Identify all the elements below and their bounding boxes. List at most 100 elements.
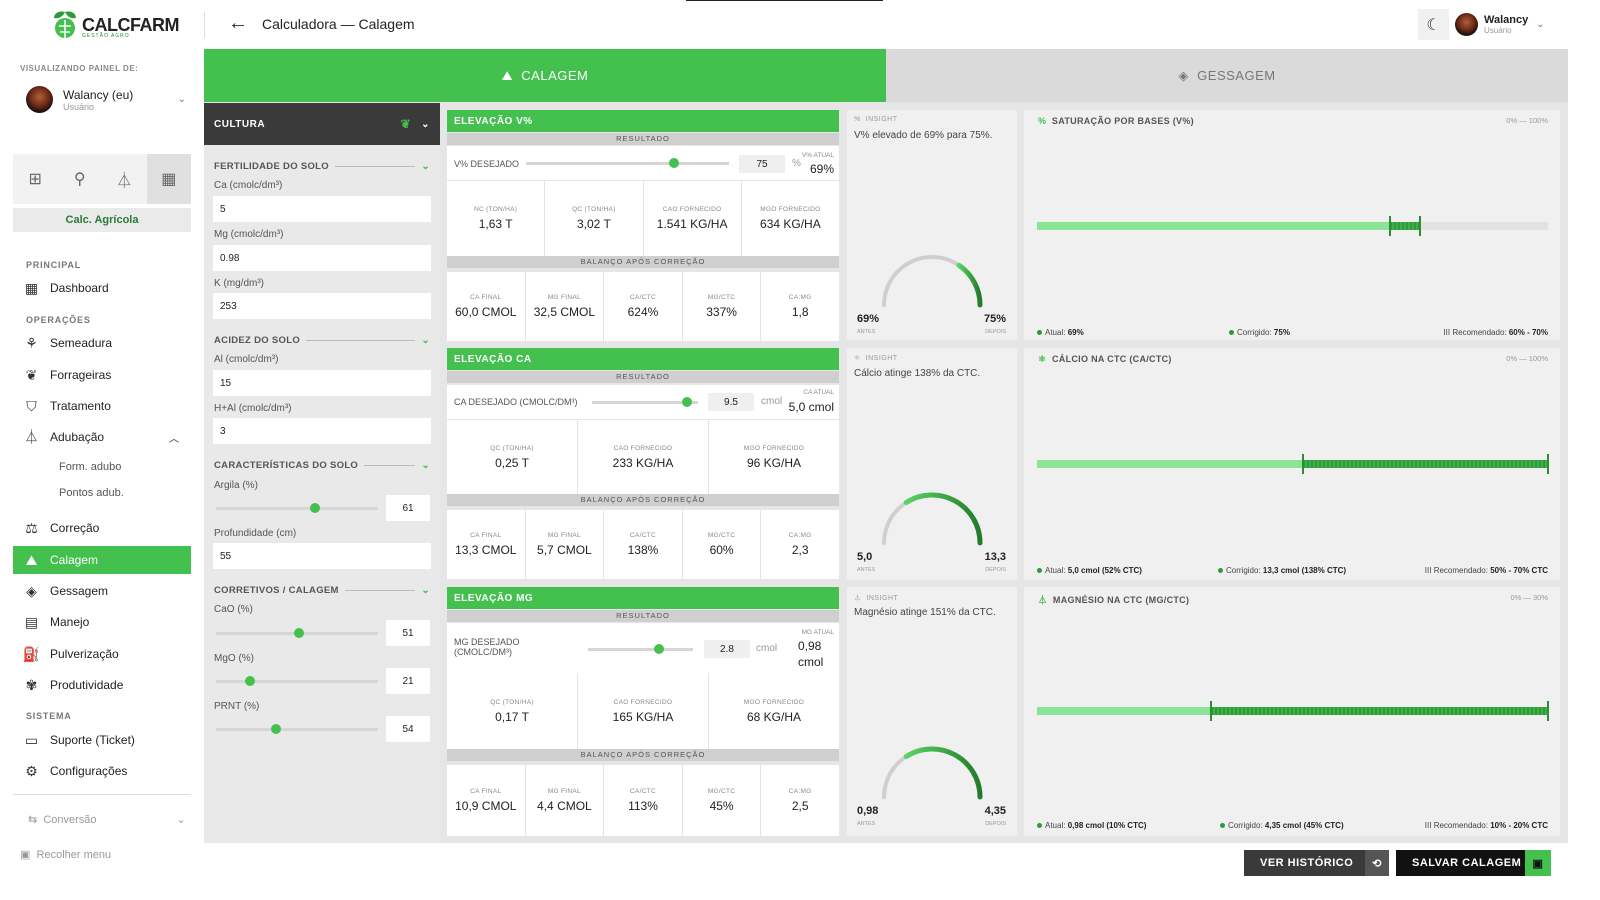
slider-knob[interactable] xyxy=(669,158,680,168)
history-icon: ⟲ xyxy=(1365,850,1389,876)
gauge-before-label: ANTES xyxy=(857,567,876,573)
avatar xyxy=(26,86,53,113)
nav-calagem[interactable]: ⛰ Calagem xyxy=(13,546,191,574)
slider-knob[interactable] xyxy=(309,503,320,513)
slider-knob[interactable] xyxy=(270,724,281,734)
mg-desejado-label: MG DESEJADO (CMOLC/DM³) xyxy=(454,637,520,657)
cell-value: 32,5 CMOL xyxy=(533,305,596,319)
cell-label: CA:MG xyxy=(788,788,812,795)
cell-label: MG/CTC xyxy=(707,294,736,301)
user-selector[interactable]: Walancy (eu) Usuário ⌄ xyxy=(26,86,186,113)
conversao-select[interactable]: ⇆ Conversão ⌄ xyxy=(28,813,186,826)
dot-icon xyxy=(1037,823,1042,829)
nav-gessagem[interactable]: ◈ Gessagem xyxy=(13,577,191,605)
back-arrow-icon[interactable]: ← xyxy=(228,12,248,34)
marker-corrected xyxy=(1419,216,1422,236)
result-cell: CA/CTC 113% xyxy=(604,765,683,836)
percent-icon: % xyxy=(1038,116,1047,126)
v-desejado-input[interactable]: 75 xyxy=(739,155,785,173)
header-user-menu[interactable]: Walancy Usuário ⌄ xyxy=(1455,13,1545,36)
nav-label: Manejo xyxy=(50,615,90,629)
calculator-icon[interactable]: ▦ xyxy=(146,154,191,204)
gauge-after: 13,3 xyxy=(984,551,1006,563)
bar-current xyxy=(1037,460,1303,468)
k-input[interactable]: 253 xyxy=(213,293,431,319)
nav-suporte[interactable]: ▭ Suporte (Ticket) xyxy=(13,726,191,754)
nav-semeadura[interactable]: ⚘ Semeadura xyxy=(13,329,191,357)
result-cell: QC (TON/HA) 3,02 T xyxy=(545,181,644,256)
nav-form-adubo[interactable]: Form. adubo xyxy=(59,461,122,473)
nav-produtividade[interactable]: ✾ Produtividade xyxy=(13,671,191,699)
mg-results: QC (TON/HA) 0,17 T CAO FORNECIDO 165 KG/HA M… xyxy=(447,673,839,749)
nav-dashboard[interactable]: ▦ Dashboard xyxy=(13,274,191,302)
theme-toggle-moon-icon[interactable]: ☾ xyxy=(1418,9,1449,40)
al-input[interactable]: 15 xyxy=(213,370,431,396)
chevron-down-icon: ⌄ xyxy=(421,460,430,471)
slider-knob[interactable] xyxy=(293,628,304,638)
resultado-bar: RESULTADO xyxy=(447,133,839,145)
slider-knob[interactable] xyxy=(654,644,665,654)
range-icon: III xyxy=(1424,566,1432,575)
nav-pontos-adub[interactable]: Pontos adub. xyxy=(59,487,124,499)
nav-manejo[interactable]: ▤ Manejo xyxy=(13,608,191,636)
ver-historico-button[interactable]: VER HISTÓRICO ⟲ xyxy=(1244,850,1389,876)
v-desejado-slider[interactable] xyxy=(526,158,729,168)
section-caracteristicas[interactable]: CARACTERÍSTICAS DO SOLO ⌄ xyxy=(214,460,430,471)
sprayer-icon: ⛽ xyxy=(22,645,41,662)
argila-slider[interactable] xyxy=(216,503,378,513)
nav-correcao[interactable]: ⚖ Correção xyxy=(13,514,191,542)
profundidade-label: Profundidade (cm) xyxy=(214,528,297,539)
prnt-slider[interactable] xyxy=(216,724,378,734)
ca-atual-label: CA ATUAL xyxy=(803,389,834,396)
section-corretivos[interactable]: CORRETIVOS / CALAGEM ⌄ xyxy=(214,585,430,596)
nav-pulverizacao[interactable]: ⛽ Pulverização xyxy=(13,640,191,668)
balanco-bar: BALANÇO APÓS CORREÇÃO xyxy=(447,494,839,506)
mg-input[interactable]: 0.98 xyxy=(213,245,431,271)
cell-label: CA FINAL xyxy=(470,532,502,539)
nav-configuracoes[interactable]: ⚙ Configurações xyxy=(13,757,191,785)
seed-icon[interactable]: ⚲ xyxy=(73,171,86,188)
ca-label: Ca (cmolc/dm³) xyxy=(214,180,283,191)
cao-slider[interactable] xyxy=(216,628,378,638)
nav-adubacao[interactable]: ⏃ Adubação ︿ xyxy=(13,423,191,451)
chart-range: 0% — 100% xyxy=(1506,116,1548,125)
prnt-value[interactable]: 54 xyxy=(386,716,430,742)
logo[interactable]: CALCFARM GESTÃO AGRO xyxy=(52,8,180,42)
slider-knob[interactable] xyxy=(245,676,256,686)
flask-icon[interactable]: ⏃ xyxy=(116,173,133,190)
slider-knob[interactable] xyxy=(682,397,693,407)
section-fertilidade[interactable]: FERTILIDADE DO SOLO ⌄ xyxy=(214,161,430,172)
nav-tratamento[interactable]: ⛉ Tratamento xyxy=(13,392,191,420)
marker-corrected xyxy=(1547,454,1549,474)
cell-label: MG FINAL xyxy=(547,532,581,539)
soil-analysis-icon[interactable]: ⊞ xyxy=(28,171,42,188)
result-cell: MGO FORNECIDO 68 KG/HA xyxy=(709,673,839,749)
salvar-calagem-button[interactable]: SALVAR CALAGEM ▣ xyxy=(1396,850,1551,876)
nav-forrageiras[interactable]: ❦ Forrageiras xyxy=(13,361,191,389)
cell-label: MGO FORNECIDO xyxy=(743,444,805,452)
leaf-logo-icon xyxy=(54,11,76,38)
tab-gessagem[interactable]: ◈ GESSAGEM xyxy=(886,49,1568,102)
tab-calagem[interactable]: ⛰ CALAGEM xyxy=(204,49,886,102)
hal-input[interactable]: 3 xyxy=(213,418,431,444)
mg-desejado-slider[interactable] xyxy=(588,644,693,654)
collapse-menu-button[interactable]: ▣ Recolher menu xyxy=(20,848,111,861)
mg-desejado-input[interactable]: 2.8 xyxy=(704,640,750,658)
section-acidez[interactable]: ACIDEZ DO SOLO ⌄ xyxy=(214,335,430,346)
legend-corrigido: Corrigido: 4,35 cmol (45% CTC) xyxy=(1220,821,1344,830)
cultura-selector[interactable]: CULTURA ❦ ⌄ xyxy=(204,103,440,145)
calc-agricola-button[interactable]: Calc. Agrícola xyxy=(13,208,191,232)
mgo-value[interactable]: 21 xyxy=(386,668,430,694)
al-label: Al (cmolc/dm³) xyxy=(214,354,279,365)
v-desejado-label: V% DESEJADO xyxy=(454,159,520,169)
profundidade-input[interactable]: 55 xyxy=(213,543,431,569)
argila-value[interactable]: 61 xyxy=(386,495,430,521)
collapse-label: Recolher menu xyxy=(36,849,112,861)
ca-desejado-input[interactable]: 9.5 xyxy=(708,393,754,411)
mg-desejado-row: MG DESEJADO (CMOLC/DM³) 2.8 cmol MG ATUA… xyxy=(447,623,839,673)
ca-desejado-slider[interactable] xyxy=(592,397,698,407)
cao-value[interactable]: 51 xyxy=(386,620,430,646)
mgo-slider[interactable] xyxy=(216,676,378,686)
elevacao-mg-header: ELEVAÇÃO MG xyxy=(447,587,839,609)
ca-input[interactable]: 5 xyxy=(213,196,431,222)
